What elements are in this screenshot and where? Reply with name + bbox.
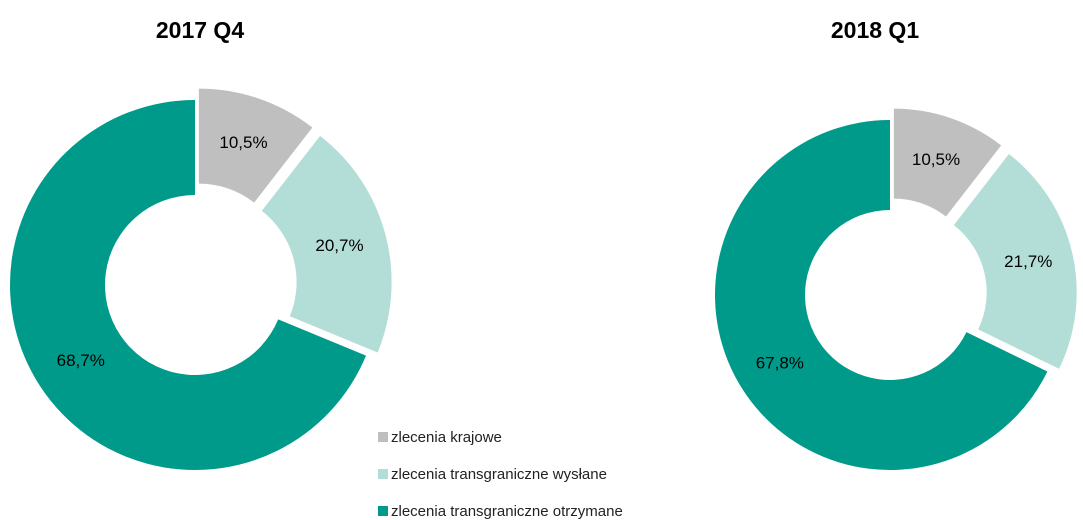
donut-segment (953, 153, 1077, 369)
chart-title: 2017 Q4 (156, 17, 244, 43)
legend-label: zlecenia transgraniczne otrzymane (391, 503, 623, 520)
donut-segment (893, 108, 1002, 217)
data-label: 10,5% (219, 133, 267, 152)
legend-swatch (378, 469, 388, 479)
legend-label: zlecenia krajowe (391, 429, 502, 446)
data-label: 67,8% (756, 353, 804, 372)
data-label: 68,7% (57, 351, 105, 370)
donut-segment (9, 99, 367, 470)
data-label: 20,7% (315, 236, 363, 255)
data-label: 21,7% (1004, 252, 1052, 271)
legend-swatch (378, 432, 388, 442)
legend-swatch (378, 506, 388, 516)
data-label: 10,5% (912, 150, 960, 169)
chart-title: 2018 Q1 (831, 17, 919, 43)
donut-segment (714, 120, 1048, 470)
legend-label: zlecenia transgraniczne wysłane (391, 466, 607, 483)
donut-segment (261, 135, 392, 353)
donut-segment (198, 88, 313, 203)
